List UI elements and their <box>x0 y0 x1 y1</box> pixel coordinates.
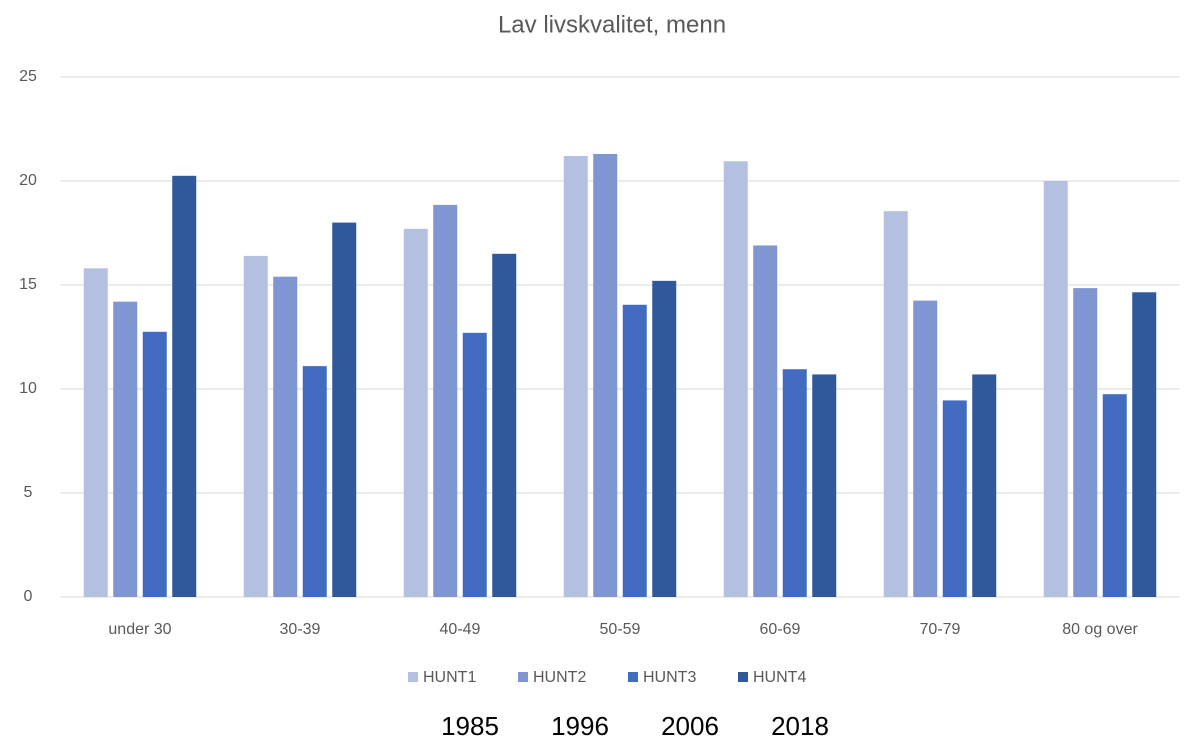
legend-label: HUNT1 <box>423 669 476 686</box>
bar <box>273 276 298 597</box>
bar <box>403 228 428 597</box>
bar <box>812 374 837 597</box>
bar <box>913 300 938 597</box>
legend-label: HUNT2 <box>533 669 586 686</box>
bar <box>622 304 647 597</box>
bar <box>462 332 487 597</box>
bar <box>1043 181 1068 597</box>
x-tick-label: 40-49 <box>440 621 481 638</box>
x-tick-label: 70-79 <box>920 621 961 638</box>
y-tick-label: 20 <box>19 172 37 189</box>
bar <box>1132 292 1157 597</box>
y-tick-label: 10 <box>19 380 37 397</box>
bar <box>753 245 778 598</box>
y-tick-label: 5 <box>24 484 33 501</box>
bar <box>83 268 108 597</box>
y-tick-label: 0 <box>24 588 33 605</box>
bar <box>782 369 807 597</box>
bar <box>243 255 268 597</box>
bar <box>492 253 517 598</box>
bar <box>972 374 997 597</box>
annotation: 1985 <box>441 711 499 741</box>
bar <box>593 153 618 597</box>
legend-swatch <box>738 672 748 682</box>
legend-swatch <box>408 672 418 682</box>
bar <box>1102 394 1127 597</box>
legend-label: HUNT3 <box>643 669 696 686</box>
bar <box>723 161 748 598</box>
bar <box>942 400 967 597</box>
bar <box>563 156 588 598</box>
x-tick-label: 50-59 <box>600 621 641 638</box>
bar <box>332 222 357 597</box>
bar <box>302 366 327 597</box>
bar <box>652 280 677 597</box>
x-tick-label: 30-39 <box>280 621 321 638</box>
chart-title: Lav livskvalitet, menn <box>498 11 726 38</box>
annotation: 2006 <box>661 711 719 741</box>
bar <box>142 331 167 597</box>
legend-label: HUNT4 <box>753 669 806 686</box>
bar <box>113 301 138 597</box>
bar <box>883 211 908 597</box>
annotation: 2018 <box>771 711 829 741</box>
bar <box>433 204 458 598</box>
x-tick-label: 60-69 <box>760 621 801 638</box>
legend-swatch <box>628 672 638 682</box>
bar <box>172 175 197 598</box>
bar <box>1073 288 1098 597</box>
legend-swatch <box>518 672 528 682</box>
y-tick-label: 15 <box>19 276 37 293</box>
x-tick-label: under 30 <box>108 621 171 638</box>
x-tick-label: 80 og over <box>1062 621 1138 638</box>
annotation: 1996 <box>551 711 609 741</box>
y-tick-label: 25 <box>19 68 37 85</box>
